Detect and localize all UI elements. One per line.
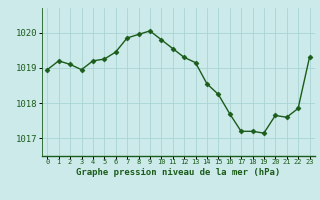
X-axis label: Graphe pression niveau de la mer (hPa): Graphe pression niveau de la mer (hPa) [76,168,281,177]
